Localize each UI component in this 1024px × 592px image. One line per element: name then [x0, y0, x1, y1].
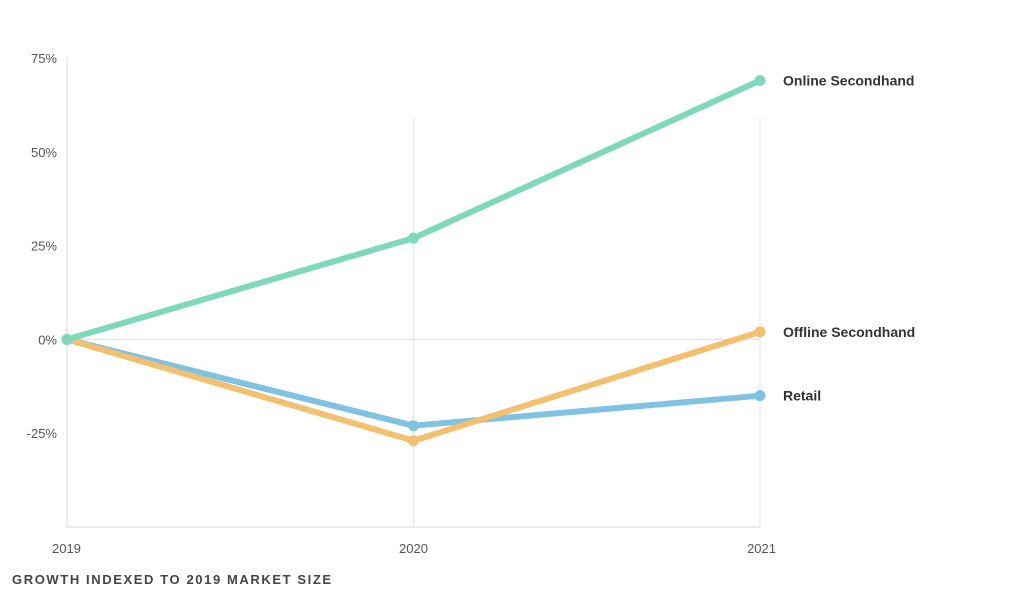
x-tick-label: 2021 [747, 541, 776, 556]
y-tick-label: 75% [31, 51, 57, 66]
y-tick-label: -25% [27, 426, 58, 441]
series-labels: Retail Offline Secondhand Online Secondhan… [783, 73, 915, 404]
data-point-retail [754, 390, 766, 402]
series-label-online-secondhand: Online Secondhand [783, 73, 914, 89]
data-point-offline-secondhand [754, 326, 766, 338]
x-tick-label: 2020 [399, 541, 428, 556]
data-point-online-secondhand [754, 75, 766, 87]
y-tick-label: 25% [31, 239, 57, 254]
data-point-retail [408, 420, 419, 432]
y-tick-label: 0% [38, 332, 57, 347]
series-lines [61, 75, 766, 447]
x-tick-label: 2019 [52, 541, 81, 556]
y-axis-ticks: 75% 50% 25% 0% -25% [27, 51, 58, 441]
data-point-online-secondhand [61, 333, 73, 345]
y-tick-label: 50% [31, 145, 57, 160]
chart-axes [66, 58, 761, 528]
data-point-offline-secondhand [408, 435, 419, 447]
series-label-retail: Retail [783, 388, 821, 404]
chart-caption: GROWTH INDEXED TO 2019 MARKET SIZE [12, 572, 333, 587]
data-point-online-secondhand [408, 232, 419, 244]
x-axis-ticks: 2019 2020 2021 [52, 541, 776, 556]
series-label-offline-secondhand: Offline Secondhand [783, 324, 915, 340]
